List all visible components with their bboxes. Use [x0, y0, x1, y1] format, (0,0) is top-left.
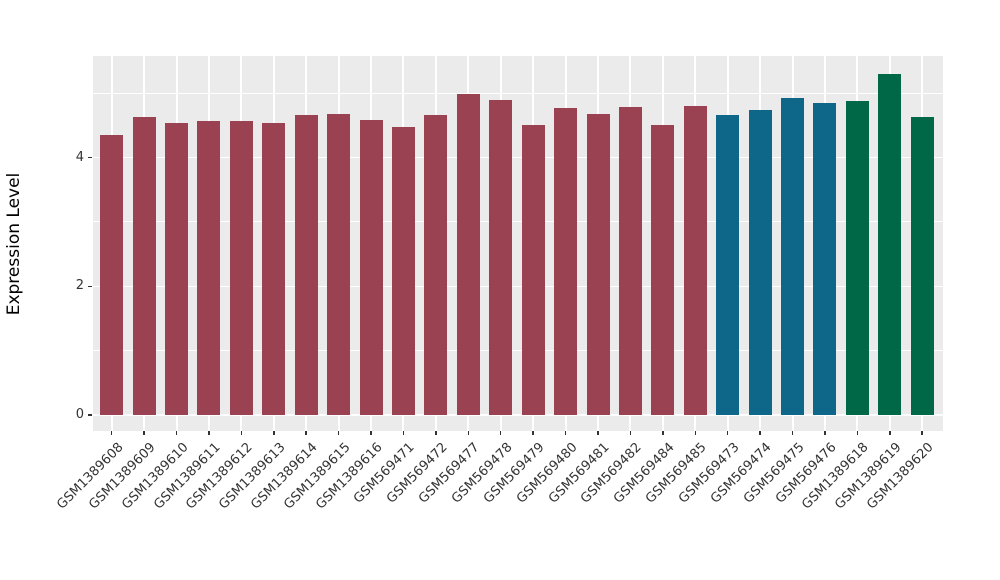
x-tick	[597, 431, 599, 435]
bar-GSM1389613	[262, 123, 286, 415]
x-tick	[402, 431, 405, 435]
x-tick	[694, 431, 696, 435]
x-tick	[499, 431, 502, 435]
x-tick	[629, 431, 632, 435]
bar-GSM569480	[554, 107, 578, 415]
x-tick	[305, 431, 307, 435]
x-tick	[143, 431, 145, 435]
bar-GSM1389611	[197, 121, 221, 415]
bar-GSM1389609	[132, 116, 156, 415]
bar-GSM1389616	[359, 120, 383, 415]
bar-GSM569481	[586, 113, 610, 415]
x-tick	[337, 431, 340, 435]
x-tick	[856, 431, 859, 435]
bar-GSM569474	[748, 109, 772, 415]
bar-GSM569485	[683, 106, 707, 415]
y-tick	[88, 414, 92, 416]
x-tick	[564, 431, 567, 435]
bar-GSM569476	[813, 103, 837, 415]
x-tick	[273, 431, 275, 435]
x-tick	[726, 431, 729, 435]
x-tick	[532, 431, 534, 435]
x-tick	[791, 431, 794, 435]
y-tick-label: 0	[75, 407, 84, 422]
x-tick	[240, 431, 243, 435]
bar-GSM569478	[489, 100, 513, 415]
bar-GSM569471	[391, 127, 415, 415]
major-gridline	[93, 285, 943, 287]
bar-GSM1389615	[327, 113, 351, 415]
minor-gridline	[93, 350, 943, 352]
major-gridline	[93, 414, 943, 416]
bar-GSM1389610	[165, 123, 189, 415]
minor-gridline	[93, 221, 943, 223]
y-axis-title-text: Expression Level	[4, 172, 24, 316]
x-tick	[208, 431, 210, 435]
minor-gridline	[93, 92, 943, 94]
x-tick	[175, 431, 178, 435]
bar-GSM1389618	[845, 100, 869, 415]
bar-GSM569477	[456, 93, 480, 415]
x-tick	[467, 431, 470, 435]
plot-panel	[93, 56, 943, 431]
bar-GSM1389619	[878, 74, 902, 415]
x-tick	[370, 431, 372, 435]
bar-GSM1389614	[294, 115, 318, 415]
x-tick	[662, 431, 664, 435]
x-tick	[889, 431, 891, 435]
bar-GSM569482	[618, 106, 642, 415]
bar-GSM569472	[424, 115, 448, 415]
bar-GSM569479	[521, 124, 545, 415]
x-tick	[824, 431, 826, 435]
x-tick	[921, 431, 923, 435]
y-tick-label: 2	[75, 278, 84, 294]
bar-GSM569484	[651, 125, 675, 415]
bar-GSM1389612	[229, 121, 253, 415]
y-tick	[88, 285, 92, 287]
major-gridline	[93, 156, 943, 159]
y-tick-label: 4	[75, 149, 84, 165]
x-tick	[435, 431, 437, 435]
bar-GSM1389608	[100, 134, 124, 415]
bar-GSM569475	[781, 97, 805, 415]
bar-GSM569473	[716, 115, 740, 415]
y-tick	[88, 156, 92, 159]
x-tick	[110, 431, 113, 435]
x-tick	[759, 431, 761, 435]
bar-GSM1389620	[910, 116, 934, 415]
